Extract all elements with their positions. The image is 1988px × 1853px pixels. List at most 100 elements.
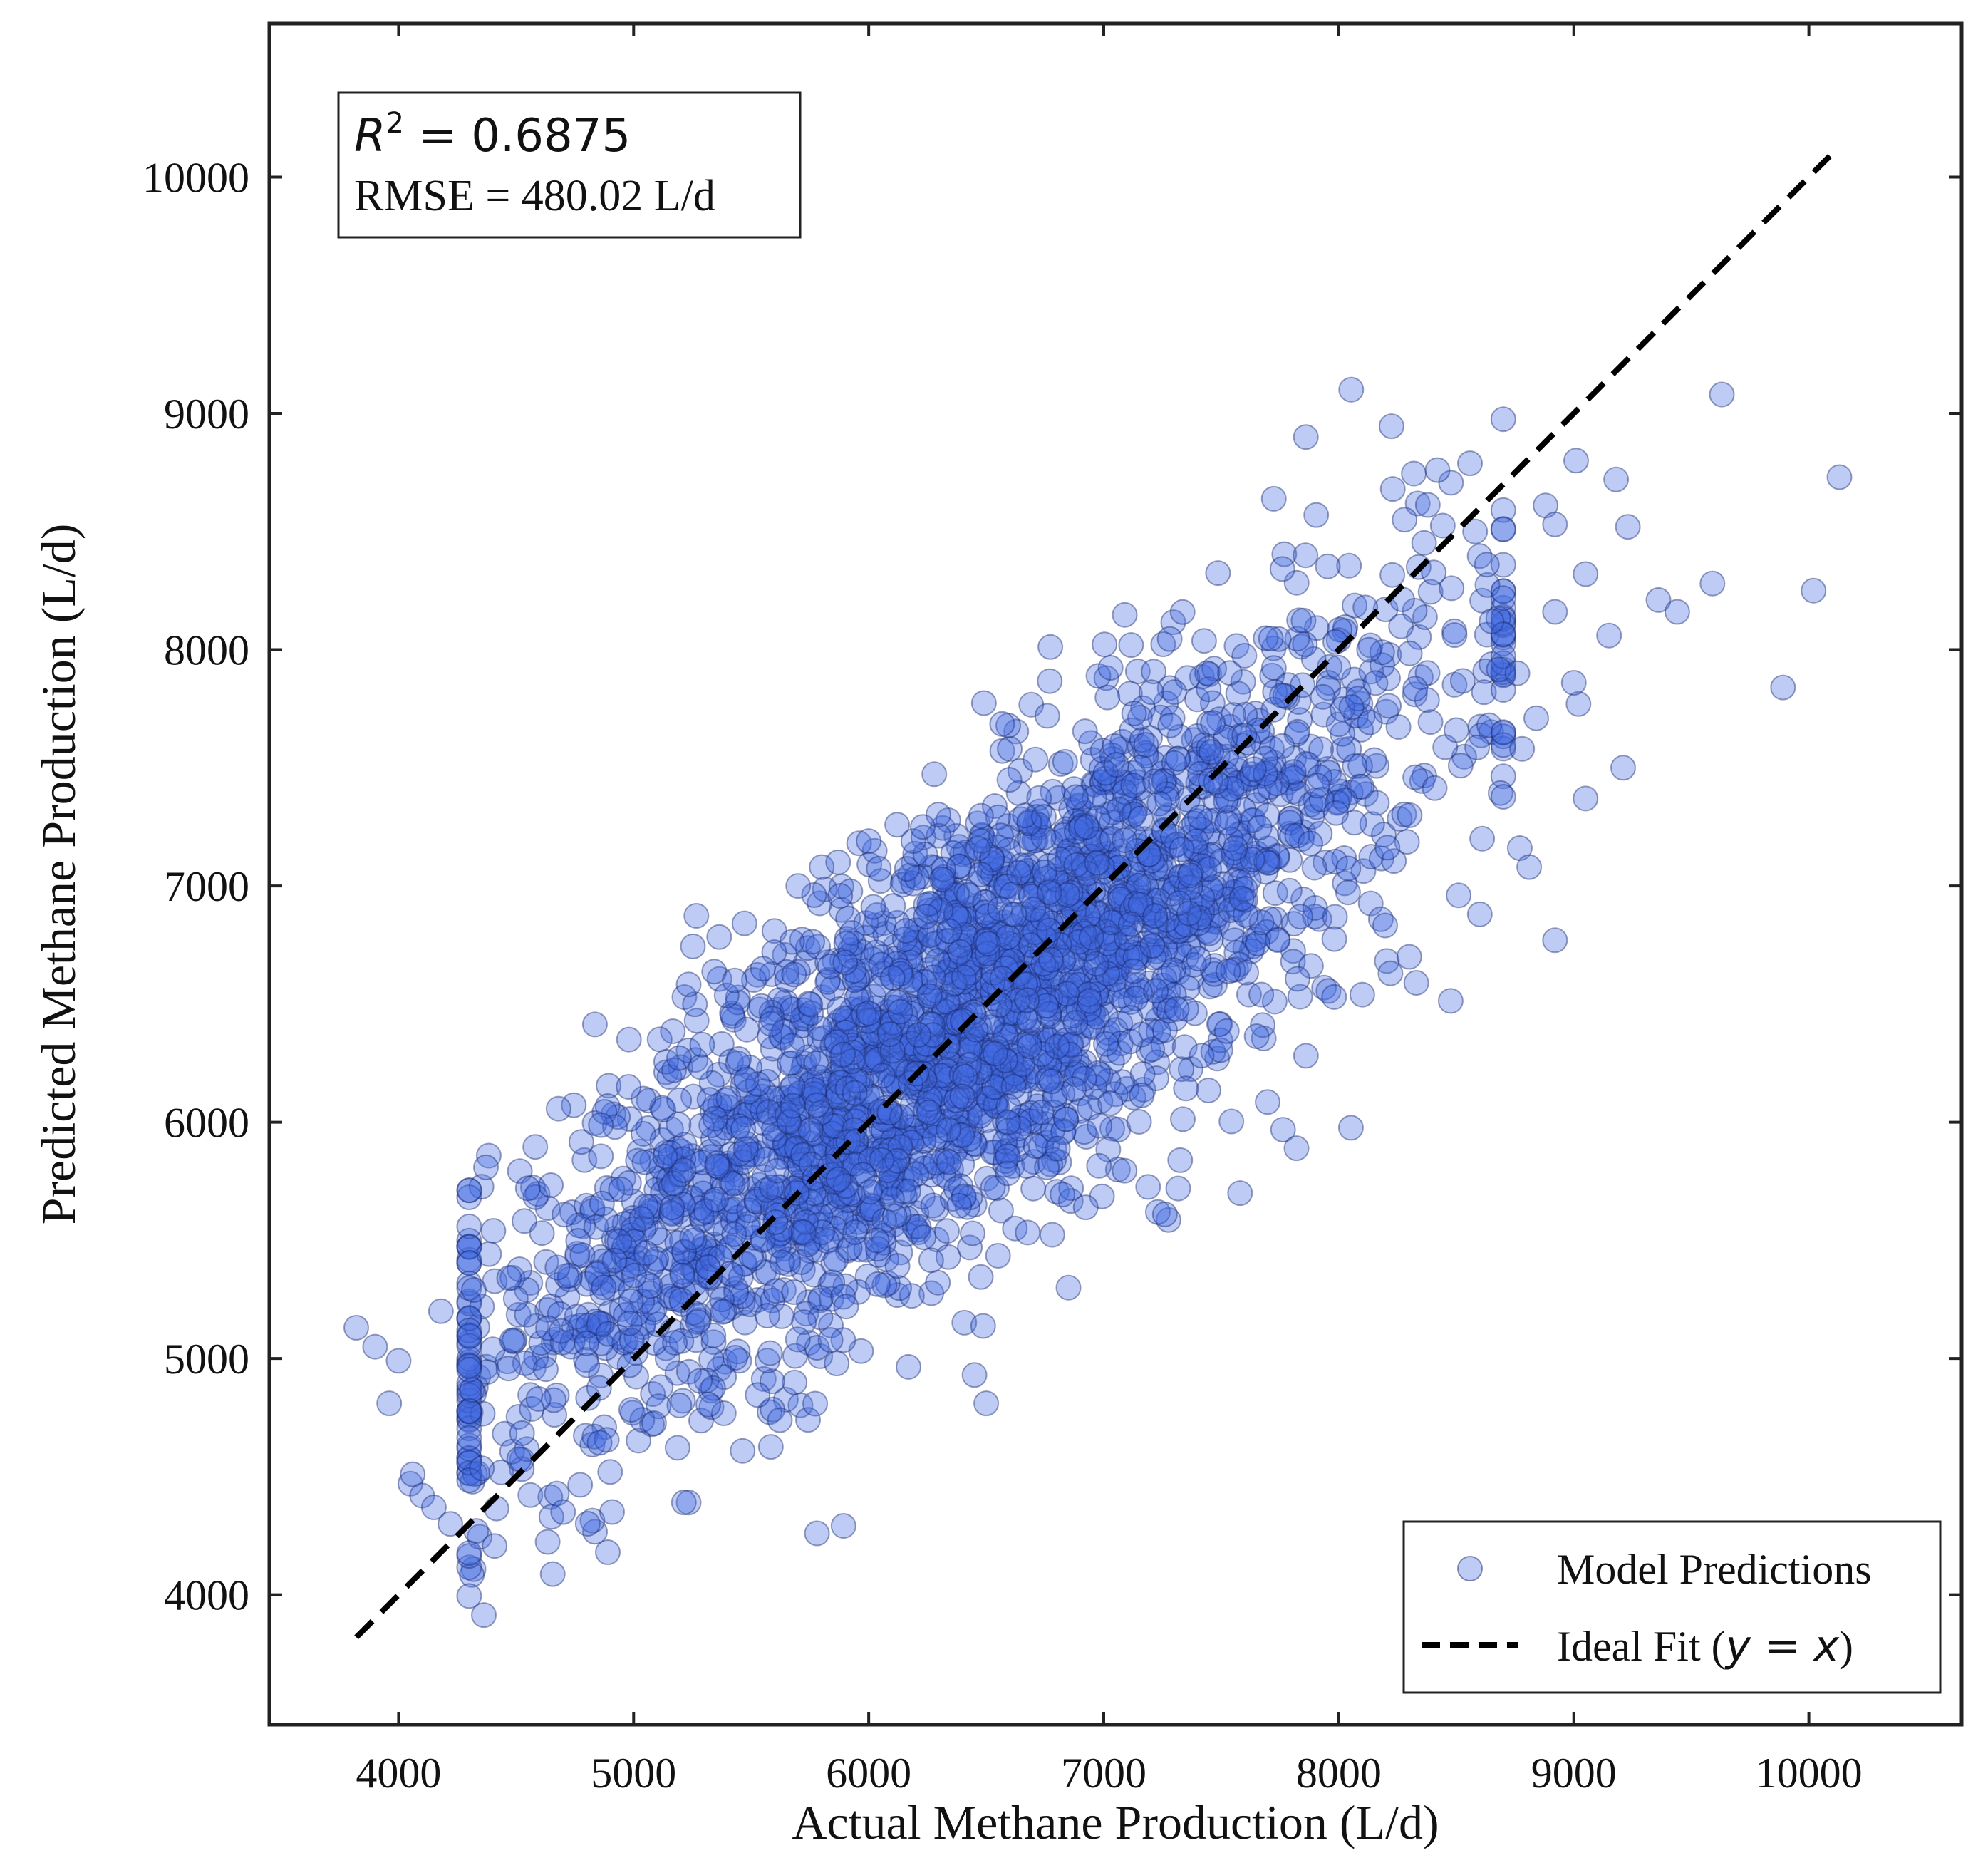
scatter-point	[457, 1399, 484, 1425]
scatter-point	[905, 1083, 931, 1109]
scatter-point	[1348, 716, 1374, 743]
scatter-point	[1411, 530, 1437, 556]
scatter-point	[996, 767, 1023, 793]
scatter-point	[1457, 450, 1483, 477]
scatter-point	[956, 953, 982, 979]
scatter-point	[1401, 460, 1427, 487]
scatter-point	[1237, 764, 1263, 790]
scatter-point	[1226, 771, 1252, 798]
scatter-point	[976, 1085, 1002, 1112]
scatter-point	[1199, 877, 1225, 904]
scatter-point	[791, 1157, 817, 1183]
scatter-point	[1276, 877, 1303, 904]
scatter-point	[1078, 821, 1104, 847]
scatter-point	[671, 1249, 698, 1276]
scatter-point	[864, 1204, 889, 1230]
scatter-point	[683, 1327, 709, 1353]
scatter-point	[815, 1180, 842, 1206]
scatter-point	[1156, 774, 1182, 800]
scatter-point	[1024, 1020, 1050, 1046]
scatter-point	[1447, 753, 1474, 779]
scatter-point	[999, 1153, 1025, 1180]
scatter-point	[1139, 934, 1166, 959]
scatter-point	[1200, 710, 1226, 736]
scatter-point	[597, 1459, 623, 1485]
scatter-point	[523, 1345, 549, 1371]
scatter-point	[881, 1115, 908, 1142]
scatter-point	[1156, 911, 1182, 937]
scatter-point	[1523, 705, 1549, 731]
scatter-point	[937, 1060, 963, 1085]
scatter-point	[1283, 1135, 1310, 1162]
scatter-point	[1191, 860, 1217, 886]
scatter-point	[1441, 622, 1468, 649]
scatter-point	[775, 1137, 800, 1163]
scatter-point	[1223, 633, 1250, 659]
scatter-point	[914, 1093, 941, 1118]
scatter-point	[1040, 929, 1066, 955]
scatter-point	[520, 1355, 547, 1381]
scatter-point	[628, 1206, 655, 1232]
scatter-point	[1479, 608, 1505, 634]
scatter-point	[1120, 773, 1146, 799]
scatter-point	[456, 1398, 482, 1425]
scatter-point	[534, 1195, 561, 1222]
scatter-point	[765, 1222, 792, 1249]
scatter-point	[790, 1219, 817, 1245]
scatter-point	[864, 1227, 890, 1254]
scatter-point	[1093, 1031, 1119, 1057]
scatter-point	[934, 1218, 960, 1244]
scatter-point	[822, 948, 848, 974]
scatter-point	[1417, 709, 1444, 735]
scatter-point	[1128, 805, 1154, 832]
scatter-point	[1259, 662, 1285, 688]
scatter-point	[606, 1344, 632, 1370]
scatter-point	[669, 1291, 695, 1317]
scatter-point	[1490, 784, 1516, 810]
scatter-point	[982, 1140, 1008, 1165]
scatter-point	[918, 854, 945, 880]
scatter-point	[936, 1165, 962, 1192]
scatter-point	[925, 1269, 951, 1296]
r-squared-superscript: 2	[385, 107, 403, 140]
scatter-point	[1371, 822, 1397, 847]
scatter-point	[951, 964, 977, 991]
legend-ideal-math: y = x	[1724, 1621, 1840, 1671]
scatter-point	[829, 1056, 856, 1083]
scatter-point	[1281, 745, 1308, 772]
scatter-point	[1212, 727, 1238, 753]
scatter-point	[766, 1174, 792, 1200]
scatter-point	[972, 904, 998, 930]
scatter-point	[680, 933, 706, 959]
scatter-point	[457, 1323, 482, 1349]
scatter-point	[1112, 602, 1138, 628]
scatter-point	[1109, 728, 1136, 755]
scatter-point	[754, 1303, 780, 1328]
scatter-point	[660, 1247, 686, 1273]
scatter-point	[1322, 904, 1348, 930]
scatter-point	[1060, 859, 1086, 885]
scatter-point	[681, 1244, 708, 1270]
scatter-point	[967, 965, 993, 991]
scatter-point	[995, 1021, 1022, 1047]
scatter-point	[480, 1218, 507, 1244]
scatter-point	[899, 1113, 925, 1140]
scatter-point	[1080, 770, 1107, 797]
scatter-point	[1023, 810, 1049, 836]
scatter-point	[1308, 736, 1335, 763]
scatter-point	[456, 1406, 482, 1432]
scatter-point	[1303, 502, 1330, 528]
scatter-point	[646, 1026, 673, 1053]
scatter-point	[975, 931, 1001, 957]
scatter-point	[936, 1110, 963, 1137]
scatter-point	[879, 965, 906, 991]
scatter-point	[1352, 781, 1379, 807]
scatter-point	[1025, 899, 1050, 926]
scatter-point	[1102, 924, 1128, 950]
scatter-point	[1005, 780, 1032, 806]
scatter-point	[599, 1499, 625, 1525]
scatter-point	[688, 1054, 714, 1080]
scatter-point	[792, 950, 819, 976]
scatter-point	[1186, 946, 1212, 972]
